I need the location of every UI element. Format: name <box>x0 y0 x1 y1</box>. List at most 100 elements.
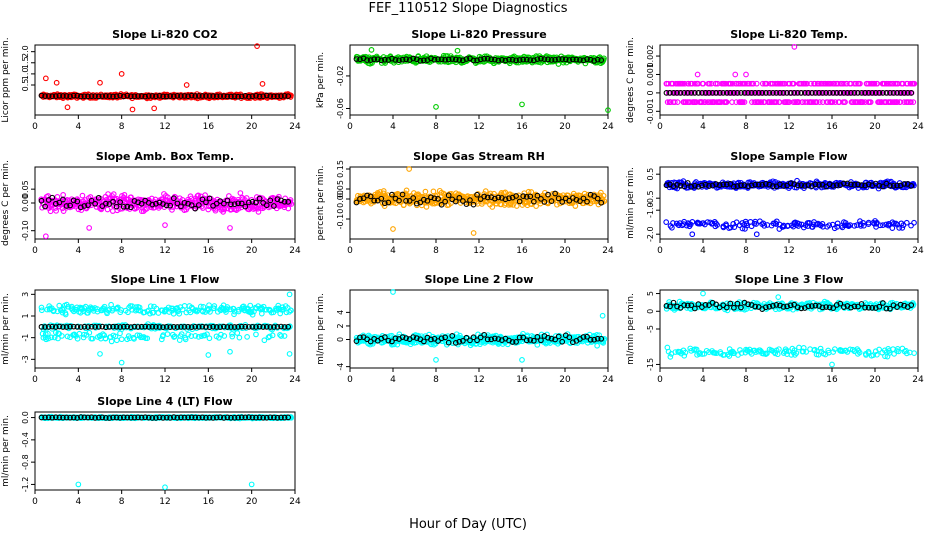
x-tick-label: 0 <box>347 246 353 256</box>
data-point-black <box>456 57 463 63</box>
data-point-black <box>663 90 670 96</box>
data-point-black <box>684 90 691 96</box>
data-point-black <box>477 56 484 63</box>
data-point-black <box>752 90 758 96</box>
data-point-black <box>163 93 170 100</box>
outlier-point <box>390 226 396 232</box>
data-point-black <box>908 90 915 96</box>
data-point-black <box>438 56 445 63</box>
data-point <box>748 80 754 87</box>
y-tick-label: -0.02 <box>336 66 345 87</box>
data-point-black <box>538 55 544 62</box>
data-point-black <box>801 90 808 96</box>
x-tick-label: 8 <box>119 122 125 132</box>
data-point-black <box>367 57 374 63</box>
outlier-point <box>732 71 739 78</box>
data-point-black <box>378 57 385 64</box>
data-point <box>700 80 707 87</box>
data-points <box>353 289 608 363</box>
data-point-black <box>135 93 141 99</box>
data-point-black <box>904 90 911 96</box>
x-tick-label: 16 <box>203 122 215 132</box>
data-point <box>887 80 894 87</box>
data-point <box>759 80 766 87</box>
x-tick-label: 20 <box>869 246 881 256</box>
data-point-black <box>185 93 191 100</box>
data-point-black <box>481 55 488 62</box>
outlier-point <box>205 352 212 358</box>
x-tick-label: 4 <box>75 122 81 132</box>
data-point-black <box>488 56 495 63</box>
y-tick-label: -0.001 <box>646 98 655 124</box>
data-point-black <box>580 57 587 64</box>
data-point-black <box>410 55 417 62</box>
data-point-black <box>587 56 594 63</box>
y-tick-label: 0.05 <box>336 180 345 198</box>
data-point <box>54 194 61 200</box>
data-point <box>758 99 765 105</box>
data-point <box>686 90 693 96</box>
data-point-black <box>709 90 716 96</box>
x-tick-label: 0 <box>32 375 38 385</box>
data-point <box>723 99 730 105</box>
y-tick-label: 4 <box>336 310 345 315</box>
outlier-point <box>151 105 158 112</box>
data-point-black <box>74 92 81 99</box>
data-point <box>889 225 896 231</box>
data-point <box>664 99 671 105</box>
data-point <box>79 192 86 199</box>
outlier-point <box>694 71 701 78</box>
data-point-black <box>720 90 727 96</box>
y-tick-label: -3 <box>21 355 30 363</box>
outlier-point <box>791 43 798 50</box>
data-point <box>891 350 897 357</box>
plot-frame <box>34 44 296 116</box>
data-point-black <box>452 56 459 63</box>
data-point-black <box>865 90 872 96</box>
data-point-black <box>371 56 378 63</box>
data-point-black <box>530 57 537 64</box>
data-point-black <box>52 93 59 99</box>
x-tick-label: 0 <box>32 122 38 132</box>
panel-3: Slope Li-820 Temp.degrees C per min.0 4 8 1… <box>626 28 924 132</box>
data-point <box>690 90 696 96</box>
x-tick-label: 4 <box>700 246 706 256</box>
y-tick-label: -2.0 <box>646 226 655 242</box>
data-point-black <box>523 56 530 63</box>
y-axis-label: Licor ppm per min. <box>1 37 11 122</box>
data-point-black <box>399 56 406 63</box>
data-point <box>763 80 770 87</box>
data-point <box>790 80 797 87</box>
data-point <box>680 80 686 87</box>
data-point-black <box>577 57 583 63</box>
y-tick-label: -1 <box>21 334 30 342</box>
data-point-black <box>879 90 886 96</box>
x-tick-label: 16 <box>516 246 528 256</box>
data-point-black <box>117 92 123 99</box>
data-point <box>749 99 755 105</box>
data-point-black <box>267 93 274 99</box>
data-point <box>857 80 863 87</box>
x-tick-label: 0 <box>657 375 663 385</box>
y-tick-label: 1 <box>21 313 30 318</box>
data-point-black <box>474 57 480 64</box>
data-point-black <box>278 93 284 99</box>
data-point-black <box>780 90 787 96</box>
data-point-black <box>552 56 558 63</box>
x-tick-label: 8 <box>433 375 439 385</box>
data-point-black <box>170 93 177 100</box>
data-point <box>733 80 740 87</box>
y-tick-label: 0.05 <box>21 180 30 198</box>
outlier-point <box>433 357 439 363</box>
data-point-black <box>569 56 576 63</box>
data-point-black <box>364 57 370 63</box>
outlier-point <box>737 80 744 87</box>
data-point-black <box>773 90 780 96</box>
data-point <box>667 353 674 360</box>
data-point <box>773 99 780 105</box>
data-point-black <box>217 93 224 100</box>
data-point-black <box>67 93 73 100</box>
y-tick-label: 0.00 <box>21 194 30 212</box>
